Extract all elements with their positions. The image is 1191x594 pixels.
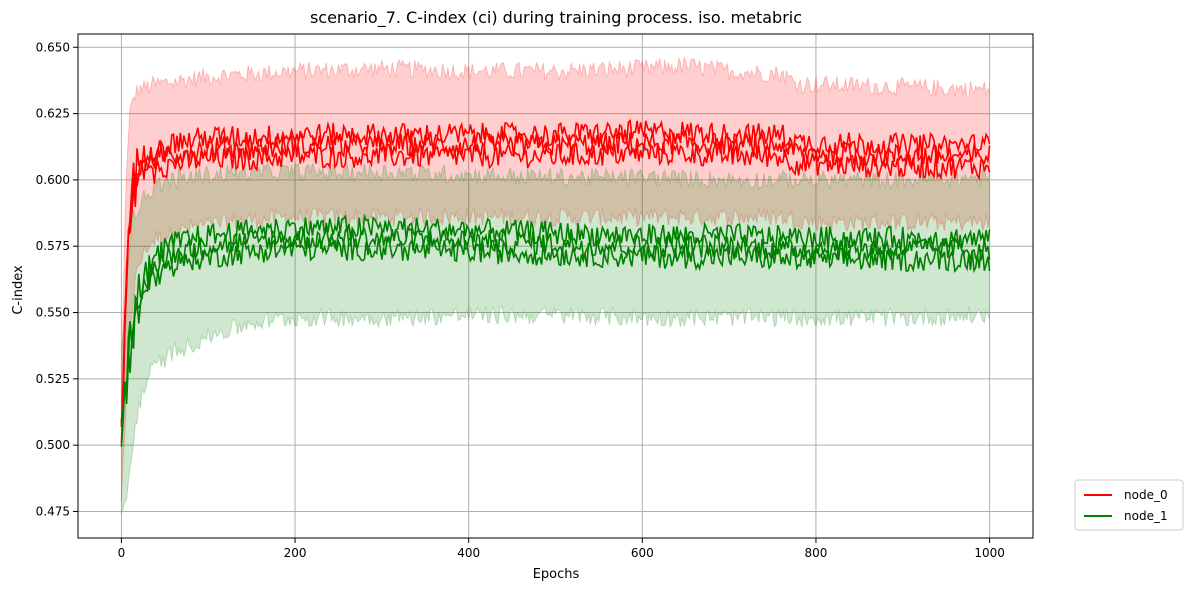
y-tick-label-3: 0.550	[36, 306, 70, 320]
line-node_0-run-2	[120, 119, 991, 425]
x-tick-label-0: 0	[118, 546, 126, 560]
line-node_1-run-2	[120, 213, 991, 447]
y-tick-label-5: 0.600	[36, 173, 70, 187]
y-tick-label-6: 0.625	[36, 107, 70, 121]
band-node_0	[121, 57, 990, 502]
confidence-bands	[120, 56, 991, 515]
chart-title: scenario_7. C-index (ci) during training…	[310, 8, 802, 28]
y-tick-label-0: 0.475	[36, 504, 70, 518]
x-tick-label-2: 400	[457, 546, 480, 560]
band-node_1	[121, 162, 990, 515]
y-tick-label-7: 0.650	[36, 40, 70, 54]
x-axis-ticks: 0 200 400 600 800 1000	[118, 538, 1005, 560]
band-upper-node_0	[120, 56, 991, 403]
x-tick-label-5: 1000	[974, 546, 1005, 560]
line-node_0-run-1	[120, 129, 991, 443]
legend-box	[1074, 479, 1184, 531]
band-lower-node_0	[120, 206, 991, 502]
y-axis-label: C-index	[11, 265, 26, 315]
line-node_0-run-0	[120, 141, 991, 428]
y-tick-label-2: 0.525	[36, 372, 70, 386]
band-lower-node_1	[120, 305, 991, 515]
line-node_1-run-0	[120, 235, 991, 422]
y-axis-ticks: 0.475 0.500 0.525 0.550 0.575 0.600 0.625 0.650	[36, 40, 78, 518]
series-lines	[120, 119, 991, 447]
band-upper-node_1	[120, 161, 991, 351]
legend-label-node_0: node_0	[1124, 488, 1168, 502]
plot-frame	[77, 33, 1034, 539]
line-node_1-run-1	[120, 224, 991, 421]
x-tick-label-3: 600	[631, 546, 654, 560]
legend-label-node_1: node_1	[1124, 509, 1168, 523]
x-tick-label-4: 800	[805, 546, 828, 560]
y-tick-label-4: 0.575	[36, 239, 70, 253]
x-axis-label: Epochs	[533, 567, 580, 582]
y-tick-label-1: 0.500	[36, 438, 70, 452]
x-tick-label-1: 200	[284, 546, 307, 560]
legend: node_0 node_1	[1074, 479, 1184, 531]
